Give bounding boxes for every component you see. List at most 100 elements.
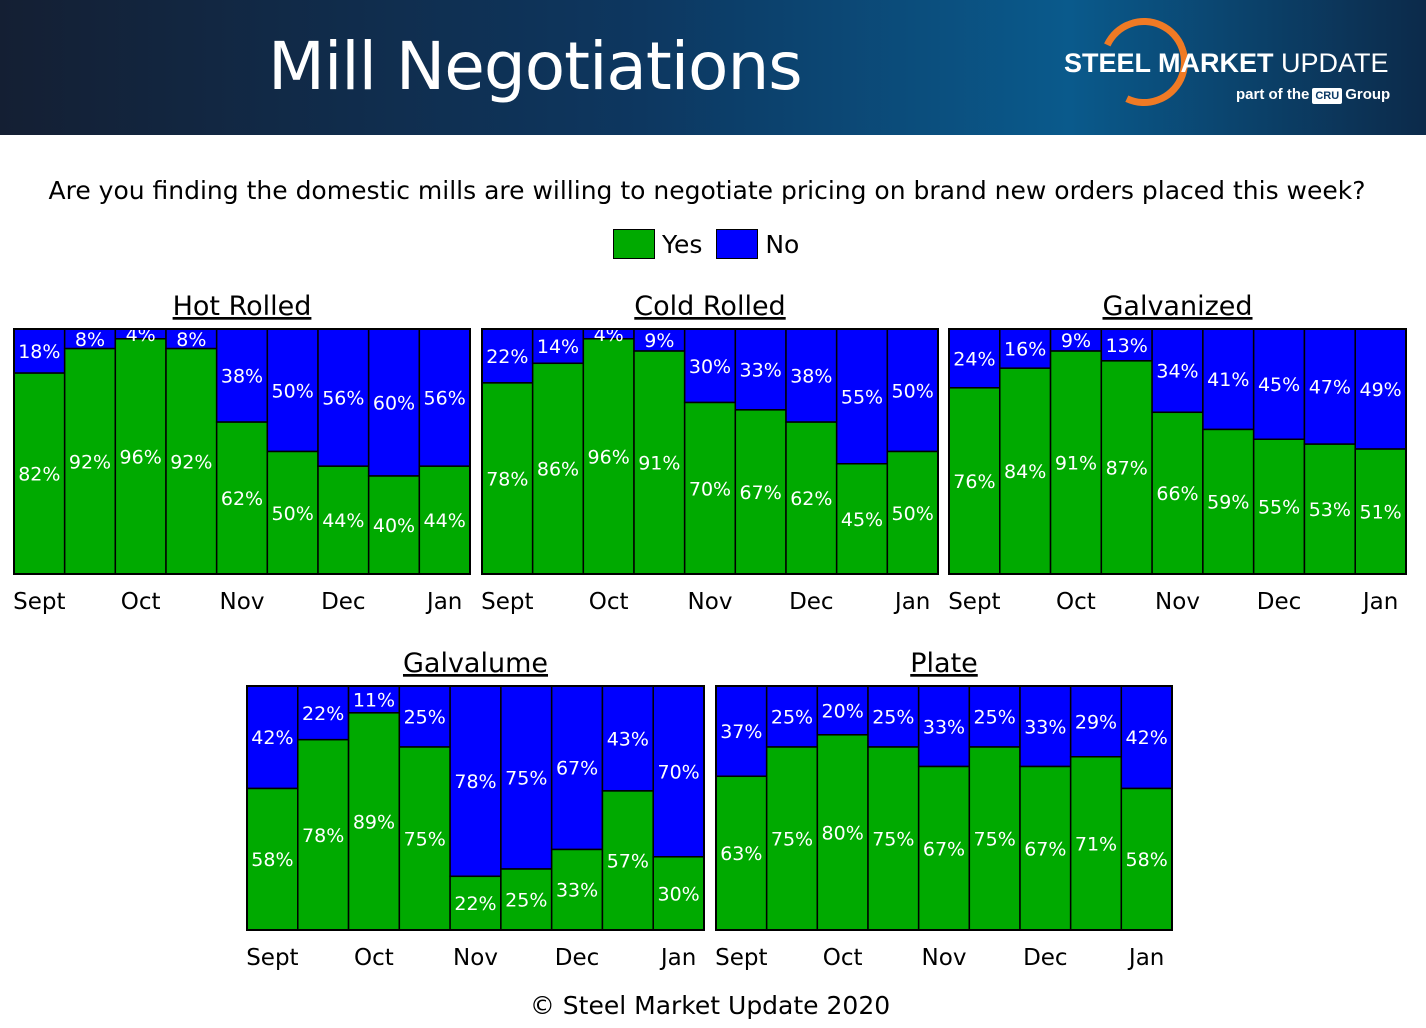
data-label-no: 56% [424,388,466,410]
data-label-yes: 57% [607,850,649,872]
bar-no [1252,328,1306,440]
x-tick-label: Jan [1361,589,1398,615]
data-label-yes: 50% [272,503,314,525]
chart-galvanized: Galvanized 24% 76% 16% 84% 9% 91% 13% 87% 34% 66% 4… [948,291,1407,615]
header-banner: Mill Negotiations STEEL MARKET UPDATE pa… [0,0,1426,135]
data-label-no: 75% [505,768,547,790]
x-tick-label: Nov [1155,589,1200,615]
bar-no [1354,328,1407,450]
bar-yes [1120,787,1173,931]
x-tick-label: Jan [893,589,930,615]
data-label-yes: 91% [1055,453,1097,475]
x-tick-label: Oct [121,589,161,615]
bar-no [785,328,838,423]
x-tick-label: Sept [246,945,298,971]
data-label-yes: 70% [689,478,731,500]
data-label-no: 41% [1207,369,1249,391]
data-label-no: 42% [251,727,293,749]
data-label-no: 8% [75,329,105,351]
data-label-yes: 63% [720,843,762,865]
data-label-no: 33% [1024,716,1066,738]
data-label-no: 37% [720,721,762,743]
data-label-yes: 67% [740,482,782,504]
x-tick-label: Jan [1127,945,1164,971]
plot-border [715,685,1173,931]
data-label-yes: 45% [841,509,883,531]
data-label-yes: 92% [69,451,111,473]
data-label-no: 18% [18,341,60,363]
bar-yes [1252,438,1306,575]
data-label-no: 20% [822,700,864,722]
data-label-yes: 75% [404,829,446,851]
data-label-no: 16% [1004,339,1046,361]
survey-question: Are you finding the domestic mills are w… [48,176,1366,205]
data-label-no: 70% [657,761,699,783]
data-label-no: 4% [126,324,156,346]
data-label-no: 60% [373,393,415,415]
data-label-yes: 82% [18,464,60,486]
data-label-yes: 89% [353,811,395,833]
data-label-yes: 50% [892,503,934,525]
bar-yes [582,338,635,575]
x-tick-label: Oct [354,945,394,971]
bar-no [1120,685,1173,790]
data-label-yes: 62% [221,488,263,510]
bar-yes [765,746,819,931]
data-label-no: 50% [892,380,934,402]
data-label-yes: 33% [556,880,598,902]
data-label-yes: 75% [872,829,914,851]
bar-yes [500,868,553,931]
data-label-yes: 67% [1024,838,1066,860]
data-label-no: 38% [221,366,263,388]
data-label-yes: 87% [1106,457,1148,479]
data-label-no: 9% [1061,330,1091,352]
data-label-yes: 22% [454,893,496,915]
data-label-yes: 78% [486,468,528,490]
bar-no [999,328,1052,369]
data-label-no: 25% [974,707,1016,729]
bar-yes [816,734,869,931]
bar-no [13,328,66,374]
x-tick-label: Dec [555,945,600,971]
bar-no [347,685,401,714]
bar-no [601,685,654,792]
data-label-no: 78% [454,771,496,793]
bar-no [550,685,604,851]
bar-no [367,328,421,477]
plot-border [13,328,471,575]
legend-label-no: No [765,229,800,259]
bar-yes [652,856,705,931]
data-label-yes: 53% [1309,499,1351,521]
data-label-no: 47% [1309,377,1351,399]
page-title: Mill Negotiations [268,28,803,105]
data-label-no: 4% [594,324,624,346]
legend-swatch-yes [613,229,655,259]
data-label-no: 22% [486,346,528,368]
bar-yes [266,450,319,575]
plot-border [948,328,1407,575]
bar-no [652,685,705,858]
data-label-no: 50% [272,380,314,402]
data-label-no: 33% [923,716,965,738]
bar-no [886,328,939,453]
data-label-yes: 96% [120,446,162,468]
chart-title: Galvanized [1102,291,1252,322]
chart-galvalume: Galvalume 42% 58% 22% 78% 11% 89% 25% 75% 78% 22% 7… [246,648,705,971]
data-label-yes: 40% [373,515,415,537]
data-label-no: 34% [1156,361,1198,383]
steel-market-update-logo: STEEL MARKET UPDATE part of the CRU Group [1062,5,1402,119]
bar-no [968,685,1021,748]
bar-yes [948,387,1001,575]
chart-title: Galvalume [403,648,548,679]
data-label-yes: 75% [771,829,813,851]
data-label-yes: 51% [1359,502,1401,524]
data-label-yes: 55% [1258,497,1300,519]
bar-no [266,328,319,453]
data-label-yes: 30% [657,883,699,905]
data-label-no: 25% [872,707,914,729]
bar-yes [317,465,370,575]
bar-yes [968,746,1021,931]
chart-title: Cold Rolled [634,291,785,322]
chart-cold-rolled: Cold Rolled 22% 78% 14% 86% 4% 96% 9% 91% 30% 70% 3… [481,291,939,615]
